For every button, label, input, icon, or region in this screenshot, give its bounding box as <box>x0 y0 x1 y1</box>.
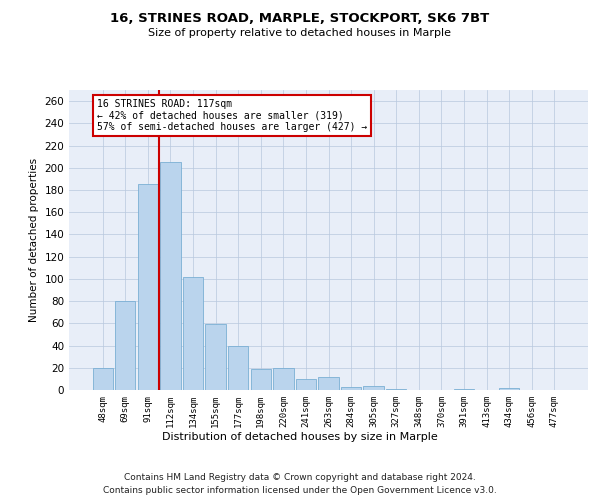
Bar <box>92 368 113 390</box>
Bar <box>341 386 361 390</box>
Bar <box>228 346 248 390</box>
Bar <box>138 184 158 390</box>
Text: Contains HM Land Registry data © Crown copyright and database right 2024.: Contains HM Land Registry data © Crown c… <box>124 472 476 482</box>
Bar <box>183 276 203 390</box>
Bar <box>499 388 519 390</box>
Text: Size of property relative to detached houses in Marple: Size of property relative to detached ho… <box>149 28 452 38</box>
Text: 16, STRINES ROAD, MARPLE, STOCKPORT, SK6 7BT: 16, STRINES ROAD, MARPLE, STOCKPORT, SK6… <box>110 12 490 26</box>
Y-axis label: Number of detached properties: Number of detached properties <box>29 158 39 322</box>
Bar <box>160 162 181 390</box>
Bar <box>205 324 226 390</box>
Bar <box>386 389 406 390</box>
Bar <box>296 379 316 390</box>
Bar <box>251 369 271 390</box>
Bar <box>115 301 136 390</box>
Text: Contains public sector information licensed under the Open Government Licence v3: Contains public sector information licen… <box>103 486 497 495</box>
Bar <box>319 376 338 390</box>
Text: 16 STRINES ROAD: 117sqm
← 42% of detached houses are smaller (319)
57% of semi-d: 16 STRINES ROAD: 117sqm ← 42% of detache… <box>97 99 367 132</box>
Bar <box>364 386 384 390</box>
Bar <box>454 389 474 390</box>
Text: Distribution of detached houses by size in Marple: Distribution of detached houses by size … <box>162 432 438 442</box>
Bar <box>273 368 293 390</box>
